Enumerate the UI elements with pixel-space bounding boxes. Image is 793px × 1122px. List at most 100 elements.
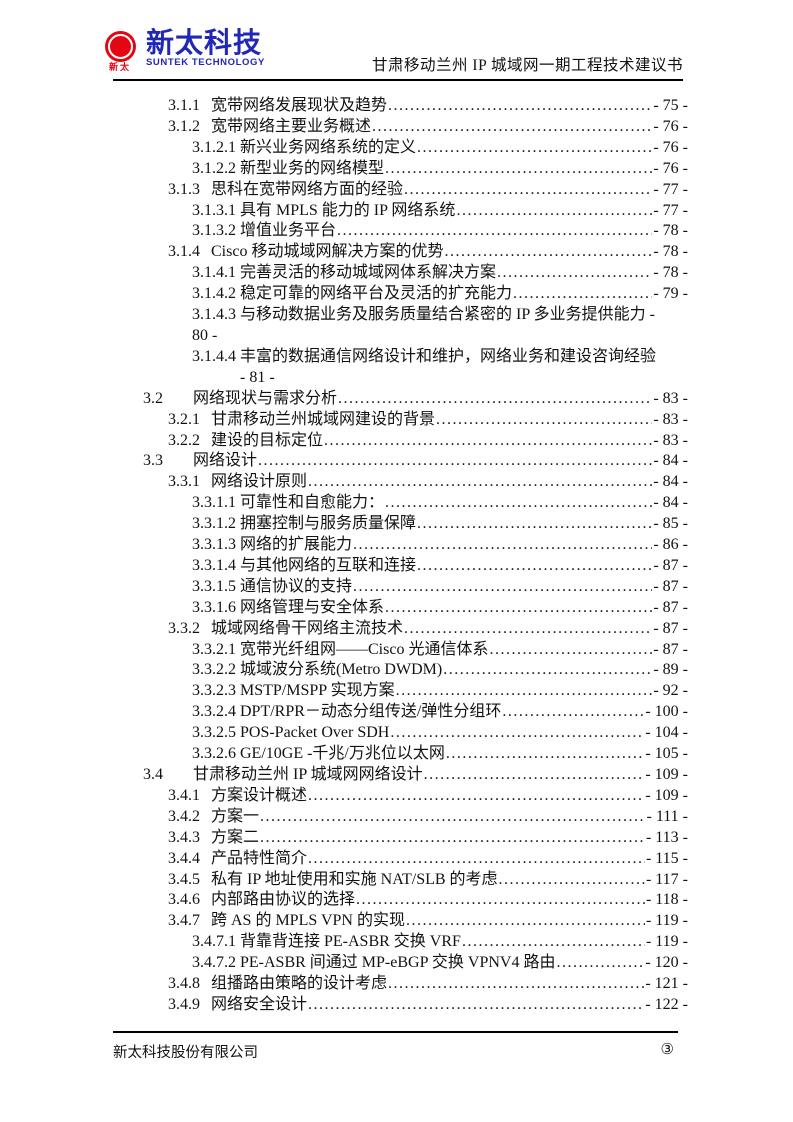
toc-entry-number: 3.3.1.4	[192, 556, 236, 574]
toc-entry[interactable]: 3.4.9 网络安全设计.............................…	[113, 995, 688, 1016]
toc-entry[interactable]: 3.1.3.1 具有 MPLS 能力的 IP 网络系统..............…	[113, 201, 688, 222]
toc-entry[interactable]: 3.4.5 私有 IP 地址使用和实施 NAT/SLB 的考虑..........…	[113, 870, 688, 891]
toc-entry-number: 3.3.2.3	[192, 682, 236, 700]
toc-entry-title: 网络现状与需求分析	[193, 389, 338, 407]
toc-entry[interactable]: 3.1.2.1 新兴业务网络系统的定义......................…	[113, 138, 688, 159]
toc-entry-page: - 83 -	[653, 410, 688, 428]
logo-mark-text: 新太	[108, 62, 131, 72]
toc-entry[interactable]: 3.3.1.5 通信协议的支持..........................…	[113, 577, 688, 598]
toc-entry[interactable]: 3.1.3 思科在宽带网络方面的经验.......................…	[113, 180, 688, 201]
toc-entry[interactable]: 3.3.1.6 网络管理与安全体系........................…	[113, 598, 688, 619]
toc-entry-number: 3.1.2.2	[192, 159, 236, 177]
toc-entry[interactable]: 3.4.3 方案二................................…	[113, 828, 688, 849]
toc-entry-first-line: 3.1.4.3 与移动数据业务及服务质量结合紧密的 IP 多业务提供能力 -	[192, 305, 688, 326]
toc-entry-page: - 109 -	[645, 786, 688, 804]
toc-entry[interactable]: 3.1.2.2 新型业务的网络模型........................…	[113, 159, 688, 180]
toc-entry[interactable]: 3.3.2.3 MSTP/MSPP 实现方案...................…	[113, 681, 688, 702]
toc-entry-number: 3.1.2	[168, 117, 200, 135]
toc-dot-leader: ........................................…	[417, 138, 652, 156]
toc-entry[interactable]: 3.1.4.2 稳定可靠的网络平台及灵活的扩充能力................…	[113, 284, 688, 305]
toc-entry[interactable]: 3.2.2 建设的目标定位............................…	[113, 431, 688, 452]
toc-entry-number: 3.4.4	[168, 849, 200, 867]
toc-entry[interactable]: 3.1.4.4 丰富的数据通信网络设计和维护，网络业务和建设咨询经验 - 81 -	[113, 347, 688, 389]
toc-dot-leader: ........................................…	[260, 828, 645, 846]
logo-text: 新太科技 SUNTEK TECHNOLOGY	[146, 29, 265, 69]
toc-dot-leader: ........................................…	[260, 807, 646, 825]
toc-entry[interactable]: 3.3.1.4 与其他网络的互联和连接......................…	[113, 556, 688, 577]
toc-entry[interactable]: 3.1.3.2 增值业务平台...........................…	[113, 221, 688, 242]
toc-entry-title: 内部路由协议的选择	[211, 891, 356, 909]
toc-entry[interactable]: 3.4.4 产品特性简介.............................…	[113, 849, 688, 870]
toc-entry[interactable]: 3.3.2.6 GE/10GE -千兆/万兆位以太网...............…	[113, 744, 688, 765]
toc-entry[interactable]: 3.3.1.3 网络的扩展能力..........................…	[113, 535, 688, 556]
toc-entry-page: - 78 -	[653, 264, 688, 282]
toc-dot-leader: ........................................…	[489, 640, 652, 658]
toc-entry-title: 甘肃移动兰州 IP 城域网网络设计	[193, 766, 423, 783]
toc-entry[interactable]: 3.4.7 跨 AS 的 MPLS VPN 的实现................…	[113, 911, 688, 932]
toc-entry[interactable]: 3.3.1.2 拥塞控制与服务质量保障......................…	[113, 514, 688, 535]
toc-entry[interactable]: 3.3.1.1 可靠性和自愈能力：........................…	[113, 493, 688, 514]
toc-entry[interactable]: 3.4.8 组播路由策略的设计考虑........................…	[113, 974, 688, 995]
toc-entry[interactable]: 3.4.2 方案一................................…	[113, 807, 688, 828]
toc-entry[interactable]: 3.3.2.5 POS-Packet Over SDH..............…	[113, 723, 688, 744]
toc-entry-number: 3.3.2.5	[192, 724, 236, 742]
toc-dot-leader: ........................................…	[423, 766, 645, 783]
toc-entry-title: PE-ASBR 间通过 MP-eBGP 交换 VPNV4 路由	[240, 954, 556, 972]
toc-entry-number: 3.3.2.4	[192, 703, 236, 721]
toc-entry[interactable]: 3.4.7.2 PE-ASBR 间通过 MP-eBGP 交换 VPNV4 路由..…	[113, 953, 688, 974]
toc-entry-number: 3.1.3.1	[192, 201, 236, 219]
toc-entry[interactable]: 3.2.1 甘肃移动兰州城域网建设的背景.....................…	[113, 410, 688, 431]
toc-entry[interactable]: 3.3.2.1 宽带光纤组网——Cisco 光通信体系..............…	[113, 640, 688, 661]
toc-entry-number: 3.3.2.6	[192, 745, 236, 763]
toc-entry[interactable]: 3.4.1 方案设计概述.............................…	[113, 786, 688, 807]
toc-entry-page: - 118 -	[645, 891, 688, 909]
toc-entry-title: DPT/RPR－动态分组传送/弹性分组环	[240, 703, 502, 721]
toc-dot-leader: ........................................…	[337, 222, 652, 240]
toc-entry-number: 3.2.1	[168, 410, 200, 428]
logo-circle-icon	[104, 31, 136, 62]
toc-entry-title: 建设的目标定位	[211, 431, 324, 449]
toc-entry[interactable]: 3.4.6 内部路由协议的选择..........................…	[113, 890, 688, 911]
toc-entry-title: 新兴业务网络系统的定义	[240, 138, 417, 156]
toc-entry-title: 城域网络骨干网络主流技术	[211, 619, 404, 637]
toc-entry[interactable]: 3.1.4.1 完善灵活的移动城域网体系解决方案.................…	[113, 263, 688, 284]
toc-entry-number: 3.1.2.1	[192, 138, 236, 156]
toc-entry-title: Cisco 移动城域网解决方案的优势	[211, 243, 444, 261]
toc-dot-leader: ........................................…	[353, 577, 653, 595]
toc-entry-page: - 78 -	[653, 222, 688, 240]
toc-entry-number: 3.1.4.3	[192, 306, 236, 324]
toc-entry-title: 宽带光纤组网——Cisco 光通信体系	[240, 640, 489, 658]
toc-entry[interactable]: 3.1.4 Cisco 移动城域网解决方案的优势.................…	[113, 242, 688, 263]
toc-entry-title: 与移动数据业务及服务质量结合紧密的 IP 多业务提供能力 -	[240, 306, 655, 324]
toc-entry[interactable]: 3.4.7.1 背靠背连接 PE-ASBR 交换 VRF.............…	[113, 932, 688, 953]
toc-entry[interactable]: 3.3.2.4 DPT/RPR－动态分组传送/弹性分组环.............…	[113, 702, 688, 723]
toc-entry[interactable]: 3.3.1 网络设计原则.............................…	[113, 472, 688, 493]
toc-entry[interactable]: 3.1.1 宽带网络发展现状及趋势........................…	[113, 96, 688, 117]
toc-entry-title: 甘肃移动兰州城域网建设的背景	[211, 410, 436, 428]
toc-entry-title: 城域波分系统(Metro DWDM)	[240, 661, 443, 679]
toc-entry[interactable]: 3.3.2.2 城域波分系统(Metro DWDM)...............…	[113, 660, 688, 681]
toc-entry-number: 3.4.8	[168, 975, 200, 993]
toc-entry-title: 宽带网络发展现状及趋势	[211, 97, 388, 114]
toc-dot-leader: ........................................…	[444, 243, 652, 261]
toc-entry-page: - 77 -	[653, 180, 688, 198]
toc-entry-wrap-line: - 81 -	[192, 368, 688, 389]
toc-entry-page: - 75 -	[653, 97, 688, 114]
toc-entry-number: 3.4	[143, 766, 163, 783]
toc-entry[interactable]: 3.4 甘肃移动兰州 IP 城域网网络设计....................…	[113, 765, 688, 786]
toc-entry-number: 3.1.4.1	[192, 264, 236, 282]
toc-entry[interactable]: 3.1.4.3 与移动数据业务及服务质量结合紧密的 IP 多业务提供能力 -80 …	[113, 305, 688, 347]
toc-entry[interactable]: 3.2 网络现状与需求分析............................…	[113, 389, 688, 410]
toc-entry-page: - 105 -	[645, 745, 688, 763]
toc-dot-leader: ........................................…	[404, 180, 652, 198]
toc-entry[interactable]: 3.3 网络设计.................................…	[113, 451, 688, 472]
toc-entry-number: 3.3.1.6	[192, 598, 236, 616]
toc-entry-number: 3.3.1.1	[192, 494, 236, 512]
toc-dot-leader: ........................................…	[445, 745, 644, 763]
toc-entry-page: - 113 -	[645, 828, 688, 846]
toc-entry[interactable]: 3.1.2 宽带网络主要业务概述.........................…	[113, 117, 688, 138]
toc-entry[interactable]: 3.3.2 城域网络骨干网络主流技术.......................…	[113, 619, 688, 640]
toc-dot-leader: ........................................…	[353, 536, 653, 554]
toc-entry-title: 组播路由策略的设计考虑	[211, 975, 388, 993]
